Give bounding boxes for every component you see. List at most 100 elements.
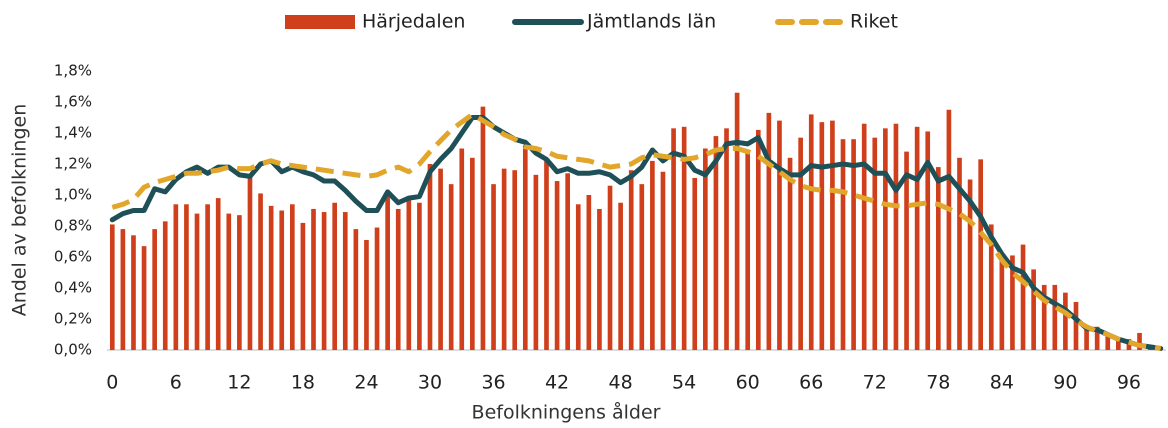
y-tick-label: 1,4% [54, 124, 92, 142]
x-tick-label: 84 [990, 372, 1014, 394]
bar [1094, 326, 1100, 350]
bar [618, 202, 623, 350]
bar [1052, 284, 1058, 350]
bar [173, 204, 179, 350]
line [109, 115, 1164, 351]
bar [152, 229, 157, 350]
bar [194, 213, 200, 350]
bar [893, 123, 899, 350]
bar [840, 139, 846, 350]
y-tick-label: 0,4% [54, 279, 92, 297]
bar [131, 235, 136, 350]
y-tick-label: 1,0% [54, 186, 92, 204]
bar [861, 123, 867, 350]
x-tick-label: 60 [736, 372, 760, 394]
line [111, 111, 1162, 351]
bar [427, 164, 433, 350]
bar [512, 170, 518, 350]
bar [353, 229, 359, 350]
bar [851, 139, 856, 350]
bar [406, 199, 412, 350]
x-tick-label: 0 [106, 372, 118, 394]
bar [1020, 244, 1026, 350]
bar [925, 131, 931, 350]
bar [480, 106, 486, 351]
bar [215, 198, 221, 350]
legend-label: Härjedalen [362, 11, 465, 33]
x-tick-label: 42 [545, 372, 569, 394]
bar [830, 120, 835, 350]
legend-label: Riket [850, 11, 898, 33]
bar [237, 215, 242, 350]
bar [533, 174, 539, 350]
bar [448, 184, 454, 350]
bar [935, 167, 941, 350]
bar [914, 126, 920, 350]
bar [141, 246, 147, 350]
bar [554, 181, 560, 350]
x-tick-label: 24 [354, 372, 378, 394]
bar [904, 151, 909, 350]
bar [258, 193, 263, 350]
x-tick-label: 78 [926, 372, 950, 394]
bar [438, 168, 443, 350]
y-tick-label: 1,6% [54, 93, 92, 111]
bar [332, 202, 338, 350]
bar [946, 109, 952, 350]
bar [1084, 326, 1089, 350]
bar [385, 193, 390, 350]
bar [988, 224, 994, 350]
bar [268, 205, 274, 350]
bar [1031, 269, 1036, 350]
bar [766, 112, 772, 350]
bar [417, 202, 422, 350]
bar [491, 184, 496, 350]
x-tick-label: 18 [291, 372, 315, 394]
bar [184, 204, 189, 350]
bar [681, 126, 687, 350]
bar [872, 137, 878, 350]
bar [978, 159, 984, 350]
x-tick-label: 30 [418, 372, 442, 394]
bar [342, 212, 348, 350]
bar [544, 160, 549, 350]
bar [808, 114, 814, 351]
bar [575, 204, 581, 350]
bar [713, 136, 719, 350]
bar [120, 229, 126, 350]
bar [787, 157, 793, 350]
x-axis-title: Befolkningens ålder [472, 401, 661, 424]
bar [957, 157, 962, 350]
bar [459, 148, 465, 350]
bar [777, 120, 782, 350]
bar [109, 224, 115, 350]
bar [671, 128, 676, 350]
bar [967, 179, 973, 350]
bar [1105, 334, 1111, 350]
bar [1116, 339, 1121, 350]
legend-label: Jämtlands län [586, 11, 716, 33]
bar [522, 145, 528, 350]
bar [1063, 292, 1068, 350]
bar [734, 92, 740, 350]
bar [597, 208, 602, 350]
bar [395, 208, 401, 350]
bar [1137, 332, 1142, 350]
bar [745, 153, 751, 350]
bar [819, 122, 825, 351]
bar [247, 176, 253, 350]
bar [703, 148, 708, 350]
x-tick-label: 48 [609, 372, 633, 394]
x-tick-label: 90 [1053, 372, 1077, 394]
bar [300, 222, 306, 350]
bar [311, 208, 316, 350]
bar [374, 227, 380, 350]
x-tick-label: 6 [170, 372, 182, 394]
y-axis-title: Andel av befolkningen [9, 104, 31, 317]
bar [565, 173, 570, 350]
bar [1010, 255, 1015, 350]
y-tick-label: 0,8% [54, 217, 92, 235]
bar [279, 210, 285, 350]
bar [501, 168, 507, 350]
bar [470, 157, 475, 350]
